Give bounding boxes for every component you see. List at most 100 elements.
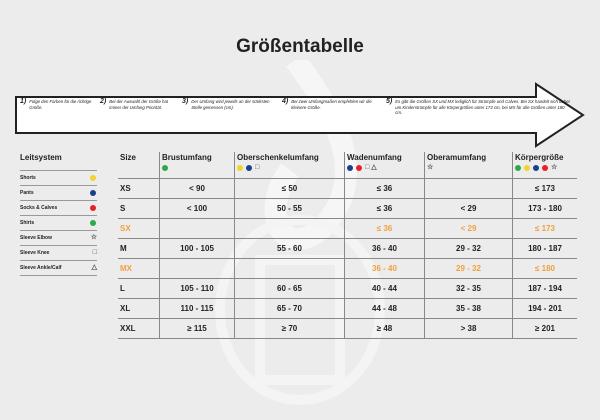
table-cell: 180 - 187 bbox=[512, 238, 577, 259]
table-cell: ≤ 173 bbox=[512, 178, 577, 199]
table-cell: 36 - 40 bbox=[344, 238, 425, 259]
table-cell: 29 - 32 bbox=[424, 258, 513, 279]
size-label: XS bbox=[118, 178, 160, 199]
instruction-step: 5) Es gibt die Größen SX und MX lediglich… bbox=[386, 98, 570, 116]
table-cell: ≥ 115 bbox=[159, 318, 235, 339]
table-cell bbox=[159, 218, 235, 239]
legend-item: Sleeve Elbow ☆ bbox=[20, 230, 97, 245]
size-label: MX bbox=[118, 258, 160, 279]
legend-item: Sleeve Knee □ bbox=[20, 245, 97, 260]
table-cell: ≤ 36 bbox=[344, 198, 425, 219]
table-cell: 32 - 35 bbox=[424, 278, 513, 299]
table-cell: 55 - 60 bbox=[234, 238, 345, 259]
table-cell: 194 - 201 bbox=[512, 298, 577, 319]
table-cell: 173 - 180 bbox=[512, 198, 577, 219]
size-label: XXL bbox=[118, 318, 160, 339]
step-text: Es gibt die Größen SX und MX lediglich f… bbox=[395, 99, 570, 115]
color-dot-icon bbox=[237, 165, 243, 171]
legend-item: Shorts bbox=[20, 170, 97, 185]
legend-label: Pants bbox=[20, 190, 34, 196]
step-number: 5) bbox=[386, 98, 393, 105]
arrow-banner bbox=[15, 82, 585, 148]
table-cell: 29 - 32 bbox=[424, 238, 513, 259]
symbol-icon: □ bbox=[255, 164, 260, 171]
table-cell: ≤ 180 bbox=[512, 258, 577, 279]
color-dot-icon bbox=[524, 165, 530, 171]
color-dot-icon bbox=[90, 205, 96, 211]
step-number: 1) bbox=[20, 98, 27, 105]
color-dot-icon bbox=[246, 165, 252, 171]
table-row: MX 36 - 40 29 - 32 ≤ 180 bbox=[118, 258, 577, 279]
table-row: L 105 - 110 60 - 65 40 - 44 32 - 35 187 - 194 bbox=[118, 278, 577, 299]
instruction-step: 2) Bei der Auswahl der Größe hat immer de… bbox=[100, 98, 176, 110]
table-cell: ≤ 36 bbox=[344, 218, 425, 239]
header-label: Oberschenkelumfang bbox=[237, 153, 319, 162]
instruction-steps: 1) Folge den Farben für die richtige Größ… bbox=[20, 98, 570, 133]
legend-item: Pants bbox=[20, 185, 97, 200]
step-text: Der Umfang wird jeweils an der stärksten… bbox=[191, 99, 270, 110]
table-cell: ≤ 173 bbox=[512, 218, 577, 239]
step-number: 3) bbox=[182, 98, 189, 105]
header-label: Oberamumfang bbox=[427, 153, 487, 162]
table-cell: ≤ 36 bbox=[344, 178, 425, 199]
step-number: 2) bbox=[100, 98, 107, 105]
step-text: Folge den Farben für die richtige Größe. bbox=[29, 99, 92, 110]
size-label: L bbox=[118, 278, 160, 299]
legend-label: Sleeve Elbow bbox=[20, 235, 52, 241]
table-cell: ≤ 50 bbox=[234, 178, 345, 199]
table-cell: ≥ 48 bbox=[344, 318, 425, 339]
column-header: Wadenumfang □ △ bbox=[344, 152, 425, 179]
table-cell bbox=[234, 218, 345, 239]
column-header: Körpergröße ☆ bbox=[512, 152, 577, 179]
table-cell: < 29 bbox=[424, 218, 513, 239]
column-header: Oberschenkelumfang □ bbox=[234, 152, 345, 179]
table-cell: 40 - 44 bbox=[344, 278, 425, 299]
legend-item: Shirts bbox=[20, 215, 97, 230]
table-cell bbox=[234, 258, 345, 279]
instruction-step: 3) Der Umfang wird jeweils an der stärkst… bbox=[182, 98, 276, 110]
symbol-icon: □ bbox=[365, 164, 370, 171]
color-dot-icon bbox=[90, 220, 96, 226]
instruction-step: 4) Bei zwei Umfangmaßen empfehlen wir die… bbox=[282, 98, 376, 110]
table-cell: 100 - 105 bbox=[159, 238, 235, 259]
triangle-icon: △ bbox=[91, 264, 97, 271]
table-cell: 44 - 48 bbox=[344, 298, 425, 319]
table-cell bbox=[159, 258, 235, 279]
table-row: M 100 - 105 55 - 60 36 - 40 29 - 32 180 - 187 bbox=[118, 238, 577, 259]
size-table: Size Brustumfang Oberschenkelumfang □ Wadenu… bbox=[118, 152, 577, 339]
square-icon: □ bbox=[92, 249, 97, 256]
step-text: Bei der Auswahl der Größe hat immer der … bbox=[109, 99, 169, 110]
header-label: Brustumfang bbox=[162, 153, 212, 162]
column-header: Brustumfang bbox=[159, 152, 235, 179]
legend-label: Sleeve Knee bbox=[20, 250, 50, 256]
column-header: Oberamumfang ☆ bbox=[424, 152, 513, 179]
table-cell: 50 - 55 bbox=[234, 198, 345, 219]
table-cell: 35 - 38 bbox=[424, 298, 513, 319]
size-label: S bbox=[118, 198, 160, 219]
table-cell: > 38 bbox=[424, 318, 513, 339]
legend: Leitsystem Shorts Pants Socks & Calves Shir… bbox=[20, 153, 97, 276]
table-row: XS < 90 ≤ 50 ≤ 36 ≤ 173 bbox=[118, 178, 577, 199]
table-cell: < 100 bbox=[159, 198, 235, 219]
color-dot-icon bbox=[515, 165, 521, 171]
table-cell bbox=[424, 178, 513, 199]
color-dot-icon bbox=[162, 165, 168, 171]
legend-label: Sleeve Ankle/Calf bbox=[20, 265, 62, 271]
column-header: Size bbox=[118, 152, 160, 179]
header-label: Körpergröße bbox=[515, 153, 564, 162]
table-row: XL 110 - 115 65 - 70 44 - 48 35 - 38 194 - 20… bbox=[118, 298, 577, 319]
color-dot-icon bbox=[90, 190, 96, 196]
table-cell: 60 - 65 bbox=[234, 278, 345, 299]
table-cell: < 29 bbox=[424, 198, 513, 219]
table-row: SX ≤ 36 < 29 ≤ 173 bbox=[118, 218, 577, 239]
step-number: 4) bbox=[282, 98, 289, 105]
size-label: SX bbox=[118, 218, 160, 239]
color-dot-icon bbox=[356, 165, 362, 171]
table-cell: ≥ 70 bbox=[234, 318, 345, 339]
legend-item: Sleeve Ankle/Calf △ bbox=[20, 260, 97, 276]
star-icon: ☆ bbox=[90, 234, 97, 241]
table-cell: ≥ 201 bbox=[512, 318, 577, 339]
symbol-icon: △ bbox=[371, 164, 377, 171]
table-cell: 187 - 194 bbox=[512, 278, 577, 299]
step-text: Bei zwei Umfangmaßen empfehlen wir die k… bbox=[291, 99, 372, 110]
